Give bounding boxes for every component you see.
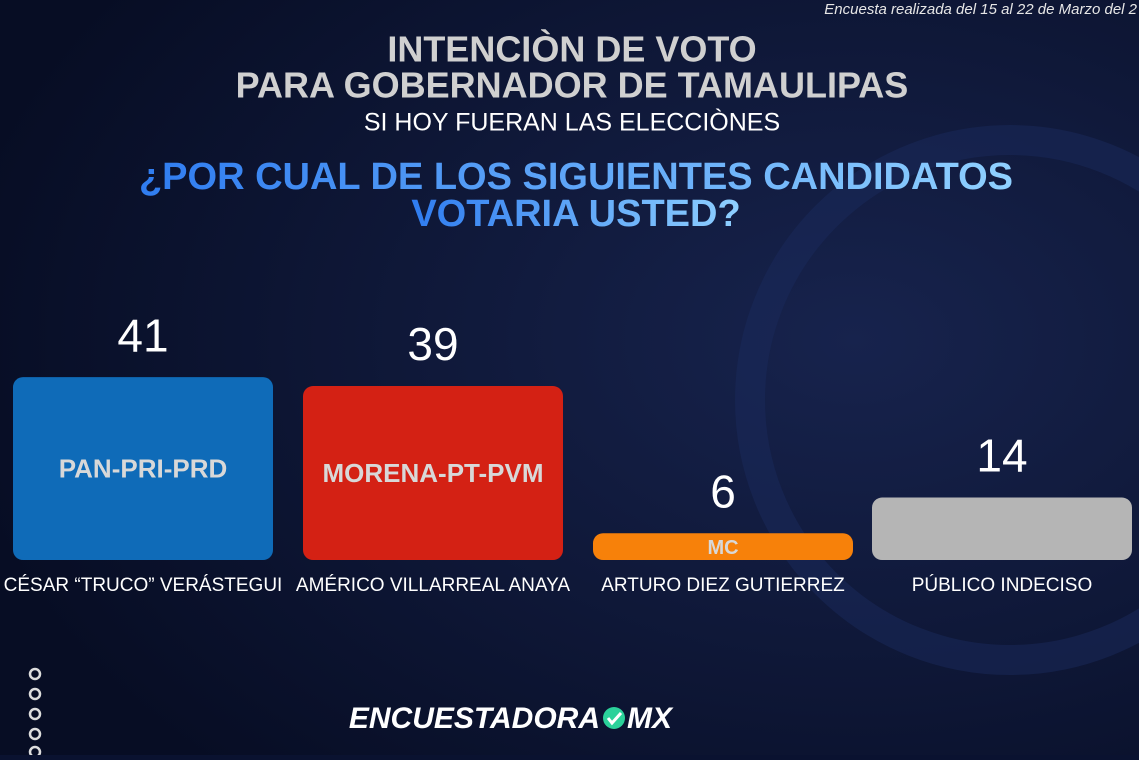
title-line: INTENCIÒN DE VOTO <box>387 28 756 70</box>
brand-suffix: MX <box>627 702 674 735</box>
bar <box>593 533 853 560</box>
category-label: PÚBLICO INDECISO <box>912 574 1093 596</box>
plot: 41 PAN-PRI-PRD CÉSAR “TRUCO” VERÁSTEGUI 39 M… <box>4 309 1132 596</box>
survey-note: Encuesta realizada del 15 al 22 de Marzo… <box>824 1 1137 18</box>
category-label: ARTURO DIEZ GUTIERREZ <box>601 575 845 596</box>
decor-dots <box>28 667 42 759</box>
bar-label: PAN-PRI-PRD <box>59 453 228 483</box>
brand-check <box>603 707 625 729</box>
bar-label: MC <box>707 537 738 559</box>
bar <box>303 386 563 560</box>
category-label: AMÉRICO VILLARREAL ANAYA <box>296 575 571 596</box>
question-line: VOTARIA USTED? <box>411 193 740 235</box>
title-line: PARA GOBERNADOR DE TAMAULIPAS <box>236 65 909 106</box>
question-line: ¿POR CUAL DE LOS SIGUIENTES CANDIDATOS <box>139 156 1013 198</box>
brand: ENCUESTADORA <box>349 702 600 735</box>
category-label: CÉSAR “TRUCO” VERÁSTEGUI <box>4 575 283 596</box>
bar <box>13 377 273 560</box>
decor-circle <box>735 125 1139 675</box>
brand-check-mark <box>606 711 623 726</box>
value-label: 39 <box>407 318 458 370</box>
bar <box>872 497 1132 560</box>
subtitle: SI HOY FUERAN LAS ELECCIÒNES <box>364 108 780 137</box>
bar-label: MORENA-PT-PVM <box>323 458 544 488</box>
value-label: 6 <box>710 465 736 517</box>
value-label: 41 <box>117 309 168 361</box>
value-label: 14 <box>976 430 1027 482</box>
